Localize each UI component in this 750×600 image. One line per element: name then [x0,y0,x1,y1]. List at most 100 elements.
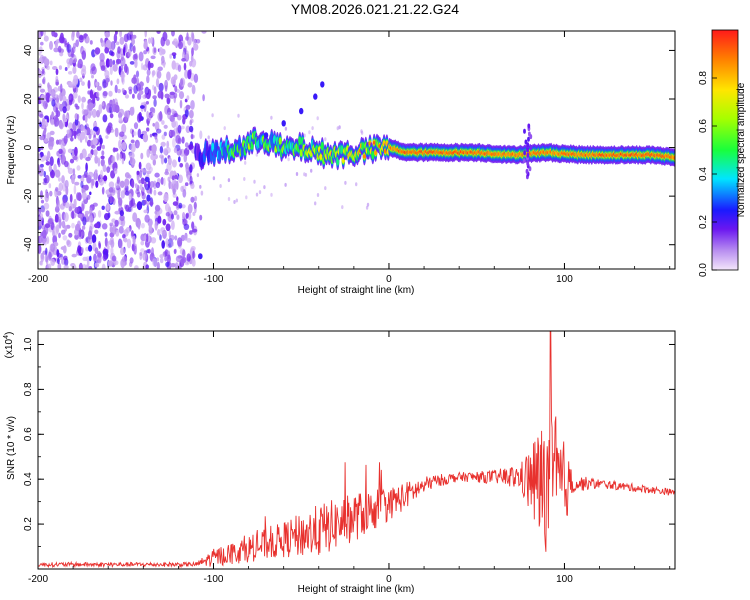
signal-mark [319,154,323,160]
noise-blob [39,46,43,54]
noise-blob [173,210,178,216]
noise-blob [127,48,132,58]
noise-blob [80,247,85,254]
noise-blob [38,110,43,117]
noise-blob [49,97,53,102]
spike-blob [527,136,530,142]
noise-blob [77,245,82,254]
noise-blob [170,108,175,114]
noise-blob [154,220,158,231]
noise-blob [86,139,92,147]
branch-blob [313,93,318,100]
spec-xtick-label: -100 [203,274,223,285]
noise-blob [183,62,187,71]
noise-blob [53,116,60,127]
noise-blob [157,66,163,72]
noise-blob [181,256,187,264]
noise-blob [89,255,92,262]
noise-blob [202,94,205,102]
noise-blob [148,37,151,44]
noise-blob [93,126,99,132]
noise-blob [104,232,108,237]
noise-blob [189,109,194,119]
noise-blob [64,225,68,232]
outlier-blob [308,130,311,135]
noise-blob [93,253,97,263]
noise-blob [124,178,130,187]
noise-blob [146,127,150,132]
noise-blob [121,75,125,85]
noise-blob [55,186,59,192]
noise-blob [71,47,74,58]
noise-blob [162,218,167,226]
noise-blob [43,100,48,110]
noise-blob [65,185,69,196]
noise-blob [77,213,83,219]
noise-blob [108,181,115,188]
noise-blob [49,170,55,179]
noise-blob [148,225,153,235]
noise-blob [157,229,161,236]
noise-blob [156,261,160,269]
noise-blob [61,229,66,235]
noise-blob [79,35,84,41]
spec-xtick-label: -200 [28,274,48,285]
noise-blob [89,40,93,45]
outlier-blob [284,182,287,187]
noise-blob [43,123,46,129]
noise-blob [71,31,75,41]
noise-blob [103,175,108,182]
noise-blob [121,73,126,79]
noise-blob [109,113,114,119]
noise-blob [80,176,85,183]
noise-blob [85,162,88,172]
noise-blob [117,88,121,94]
noise-blob [152,122,155,127]
noise-blob [159,257,164,264]
spike-blob [523,128,526,134]
noise-blob [176,148,182,156]
noise-blob [114,219,119,227]
noise-blob [114,127,119,134]
noise-blob [56,249,60,258]
noise-blob [105,39,112,48]
noise-blob [176,196,179,202]
noise-blob [109,222,114,227]
outlier-blob [336,126,339,131]
noise-blob [135,70,140,78]
noise-blob [161,55,165,64]
snr-frame [37,330,676,570]
noise-blob [61,100,68,109]
noise-blob [180,78,184,86]
noise-blob [58,218,62,229]
noise-blob [55,68,59,76]
spike-blob [525,168,529,174]
noise-blob [159,234,162,241]
noise-blob [154,134,158,140]
noise-blob [125,204,130,212]
noise-blob [64,118,68,122]
noise-blob [112,64,118,72]
outlier-blob [303,133,306,138]
noise-blob [55,169,61,178]
outlier-blob [253,179,256,184]
noise-blob [133,84,138,94]
noise-blob [83,129,88,136]
noise-blob [184,182,189,187]
noise-blob [155,181,161,189]
noise-blob [73,130,77,140]
noise-blob [101,144,105,150]
noise-blob [138,51,144,62]
outlier-blob [212,176,216,181]
noise-blob [106,125,112,134]
noise-blob [108,157,112,165]
noise-blob [144,214,150,223]
noise-blob [44,253,49,263]
noise-blob [109,227,114,233]
noise-blob [84,135,88,143]
outlier-blob [324,137,327,142]
noise-blob [72,78,78,87]
noise-blob [186,95,190,101]
noise-blob [58,232,61,239]
noise-blob [39,88,46,93]
